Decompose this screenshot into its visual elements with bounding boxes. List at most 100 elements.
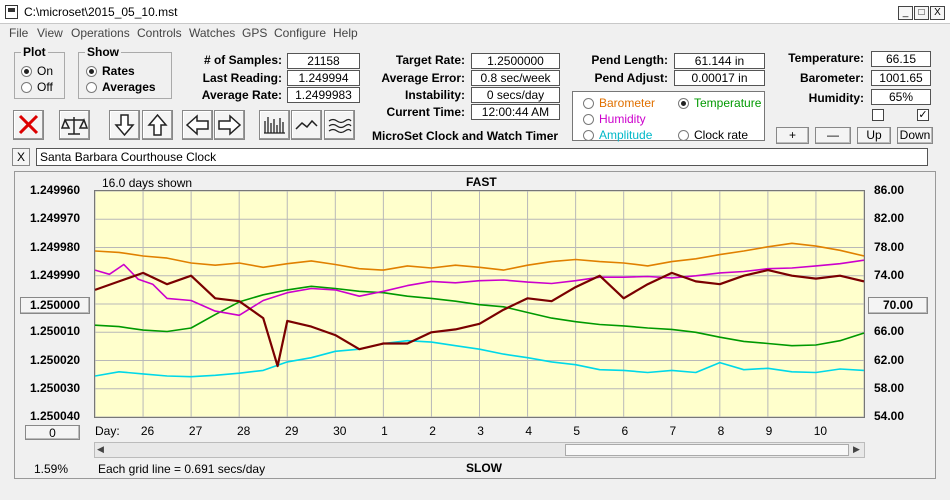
aux-down-button[interactable]: Down (897, 127, 933, 144)
down-arrow-icon (114, 114, 135, 137)
checkbox-1[interactable] (872, 109, 884, 121)
left-arrow-button[interactable] (182, 110, 213, 140)
samples-label: # of Samples: (203, 53, 282, 67)
maximize-button[interactable]: □ (914, 6, 929, 20)
watch-name-field[interactable]: Santa Barbara Courthouse Clock (36, 148, 928, 166)
show-averages-radio[interactable]: Averages (86, 80, 156, 94)
menu-watches[interactable]: Watches (189, 26, 236, 40)
down-arrow-button[interactable] (109, 110, 140, 140)
scroll-right-icon[interactable]: ▶ (853, 444, 860, 454)
clear-icon (18, 114, 39, 135)
checkbox-2[interactable]: ✓ (917, 109, 929, 121)
temperature-value: 66.15 (871, 51, 931, 67)
series-line-temperature (94, 285, 865, 347)
chart-title-fast: FAST (466, 175, 497, 189)
x-tick: 9 (765, 424, 773, 438)
aux-temperature-radio[interactable]: Temperature (678, 96, 761, 110)
menu-operations[interactable]: Operations (71, 26, 130, 40)
radio-dot-icon (21, 81, 32, 93)
x-tick: 8 (717, 424, 725, 438)
y-left-tick: 1.250030 (30, 380, 81, 395)
y-right-tick: 82.00 (874, 211, 905, 226)
right-axis-center-button[interactable]: 70.00 (868, 297, 928, 314)
wave-view-button[interactable] (324, 110, 355, 140)
horizontal-scrollbar[interactable]: ◀ ▶ (94, 442, 865, 458)
line-view-button[interactable] (291, 110, 322, 140)
x-tick: 27 (188, 424, 203, 438)
current-time-value: 12:00:44 AM (471, 104, 560, 120)
y-right-tick: 66.00 (874, 324, 905, 339)
menu-configure[interactable]: Configure (274, 26, 327, 40)
title-bar: C:\microset\2015_05_10.mst _ □ X (0, 0, 950, 24)
menu-gps[interactable]: GPS (242, 26, 268, 40)
scroll-left-icon[interactable]: ◀ (97, 444, 104, 454)
aux-up-button[interactable]: Up (857, 127, 891, 144)
plot-off-radio[interactable]: Off (21, 80, 53, 94)
average-rate-value: 1.2499983 (287, 87, 360, 103)
y-left-tick: 1.249980 (30, 239, 81, 254)
menu-file[interactable]: File (9, 26, 29, 40)
clear-button[interactable] (13, 110, 44, 140)
x-tick: 2 (429, 424, 436, 438)
up-arrow-button[interactable] (142, 110, 173, 140)
aux-humidity-radio[interactable]: Humidity (583, 112, 646, 126)
aux-clockrate-radio[interactable]: Clock rate (678, 128, 748, 142)
radio-dot-icon (678, 129, 689, 141)
left-axis-center-button[interactable]: 1.250000 (20, 297, 90, 314)
aux-temperature-label: Temperature (694, 96, 762, 110)
minimize-button[interactable]: _ (898, 6, 913, 20)
x-tick: 3 (477, 424, 484, 438)
aux-amplitude-radio[interactable]: Amplitude (583, 128, 652, 142)
pend-adjust-label: Pend Adjust: (594, 71, 668, 85)
show-rates-radio[interactable]: Rates (86, 64, 135, 78)
current-time-label: Current Time: (386, 105, 465, 119)
plot-off-label: Off (37, 80, 53, 94)
menu-controls[interactable]: Controls (137, 26, 182, 40)
y-right-tick: 78.00 (874, 239, 905, 254)
plot-on-label: On (37, 64, 54, 78)
y-right-tick: 62.00 (874, 352, 905, 367)
menu-view[interactable]: View (37, 26, 63, 40)
show-group-label: Show (87, 45, 119, 59)
aux-barometer-radio[interactable]: Barometer (583, 96, 655, 110)
series-line-clock-rate (94, 268, 865, 368)
plot-on-radio[interactable]: On (21, 64, 53, 78)
close-button[interactable]: X (930, 6, 945, 20)
pend-length-value: 61.144 in (674, 53, 765, 69)
aux-minus-button[interactable]: — (815, 127, 851, 144)
x-tick: 28 (236, 424, 251, 438)
plot-area (94, 190, 865, 418)
instability-label: Instability: (404, 88, 465, 102)
y-right-tick: 86.00 (874, 183, 905, 197)
menu-help[interactable]: Help (333, 26, 358, 40)
pend-length-label: Pend Length: (591, 53, 668, 67)
bars-view-button[interactable] (259, 110, 290, 140)
radio-dot-icon (583, 129, 594, 141)
aux-plus-button[interactable]: + (776, 127, 809, 144)
y-right-tick: 58.00 (874, 380, 905, 395)
zero-button[interactable]: 0 (25, 425, 80, 440)
left-arrow-icon (185, 114, 209, 136)
x-tick: 30 (333, 424, 347, 438)
scroll-thumb[interactable] (565, 444, 849, 456)
x-tick: 1 (381, 424, 388, 438)
y-left-tick: 1.250020 (30, 352, 81, 367)
scale-button[interactable] (59, 110, 90, 140)
y-left-tick: 1.249960 (30, 183, 81, 197)
aux-select-box (572, 91, 765, 141)
aux-amplitude-label: Amplitude (599, 128, 653, 142)
watch-close-button[interactable]: X (12, 148, 30, 166)
scale-icon (60, 117, 89, 135)
up-arrow-icon (147, 113, 168, 136)
right-arrow-button[interactable] (214, 110, 245, 140)
grid-note: Each grid line = 0.691 secs/day (98, 462, 266, 476)
humidity-value: 65% (871, 89, 931, 105)
show-averages-label: Averages (102, 80, 156, 94)
temperature-label: Temperature: (788, 51, 864, 65)
radio-dot-icon (21, 65, 32, 77)
aux-clockrate-label: Clock rate (694, 128, 749, 142)
plot-group-label: Plot (23, 45, 46, 59)
y-right-tick: 74.00 (874, 267, 905, 282)
average-rate-label: Average Rate: (201, 88, 282, 102)
average-error-value: 0.8 sec/week (471, 70, 560, 86)
